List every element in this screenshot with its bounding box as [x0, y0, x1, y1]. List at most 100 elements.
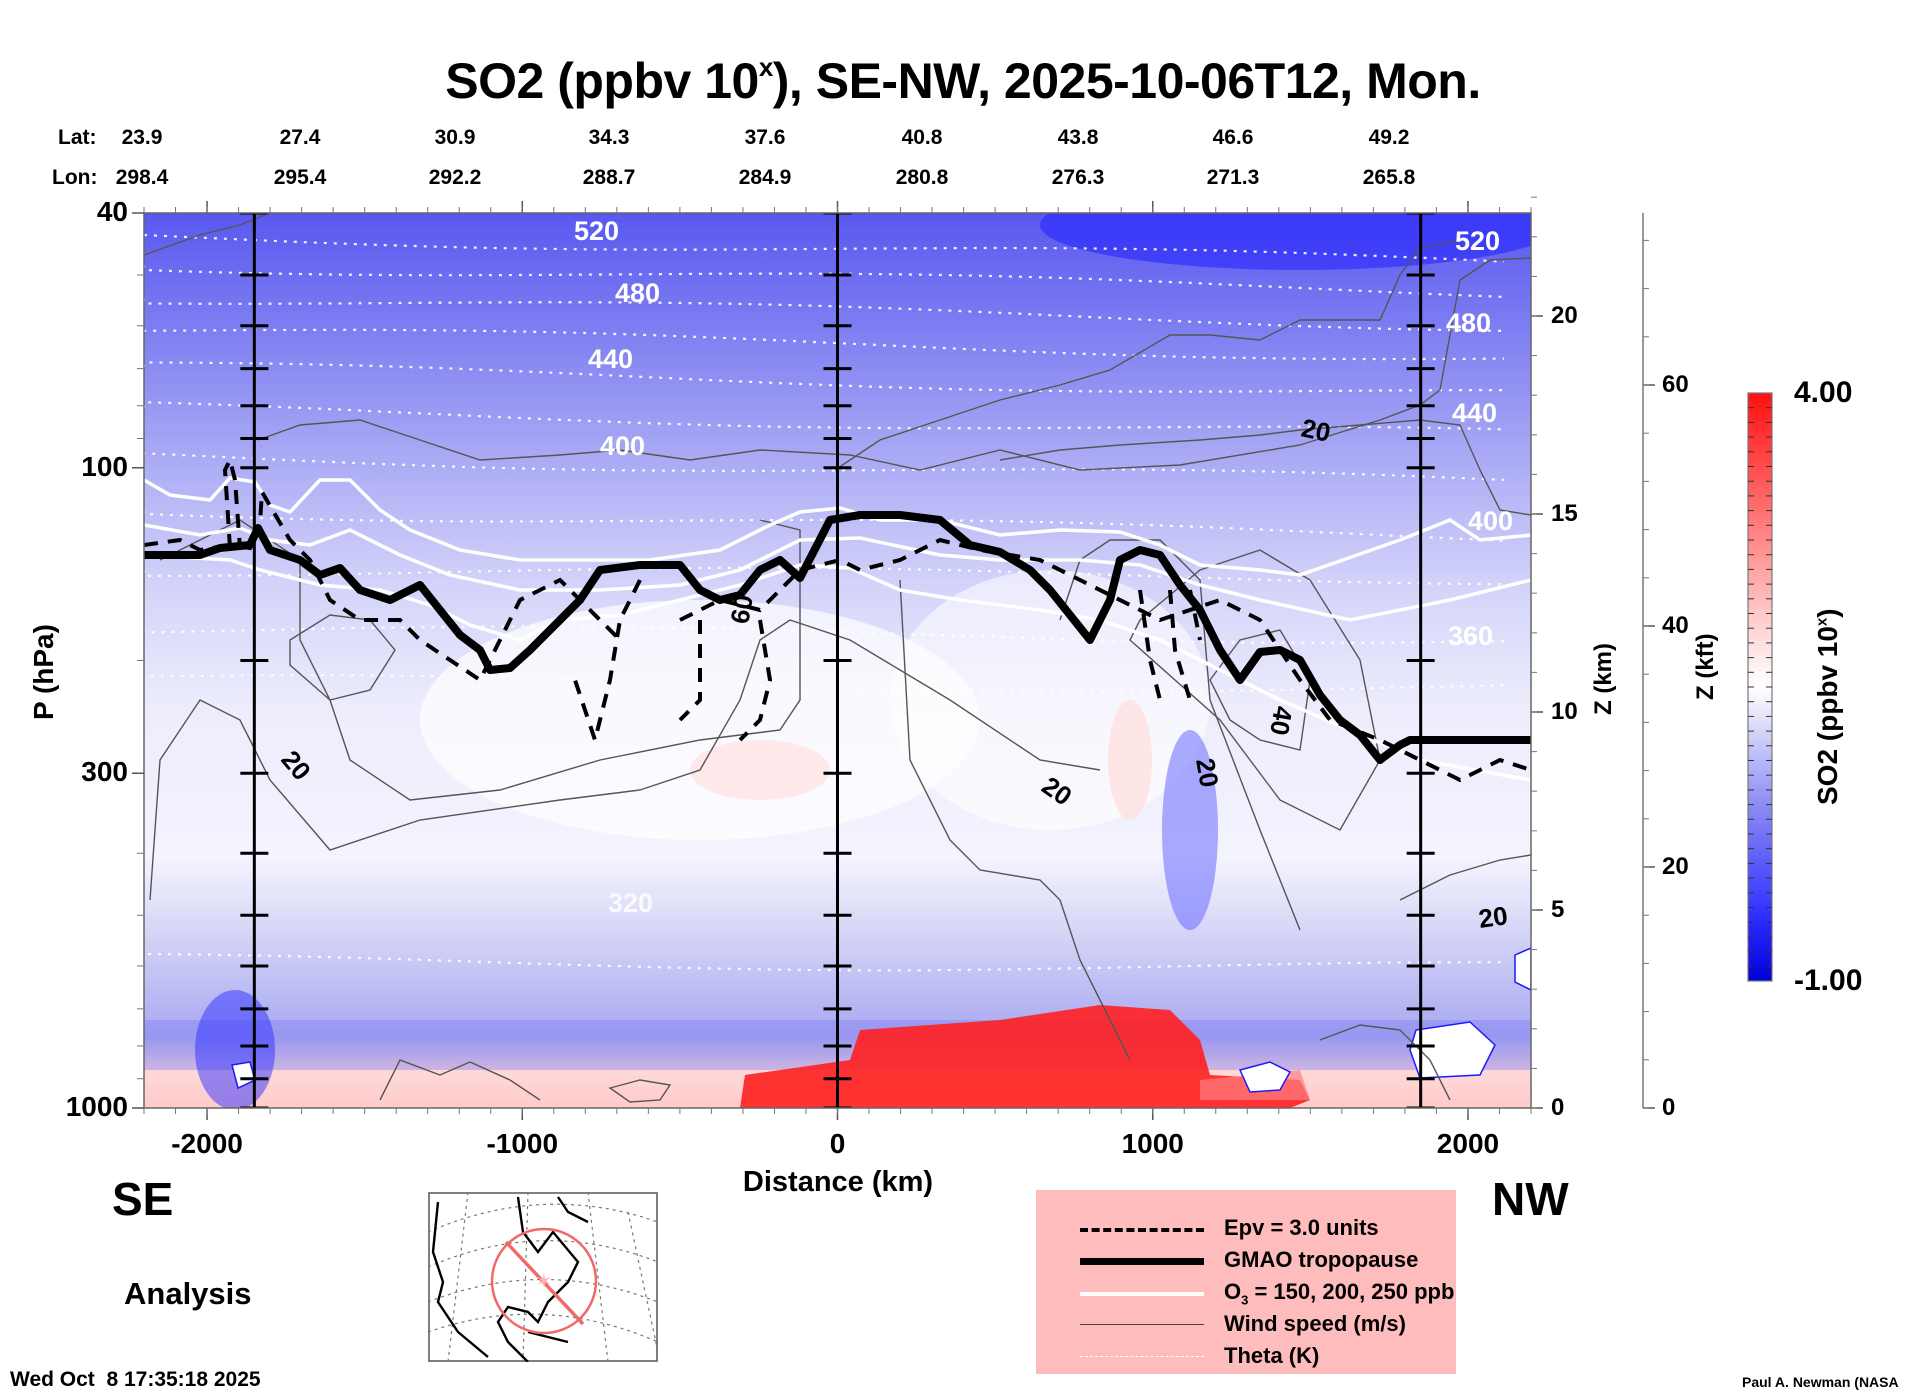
timestamp: Wed Oct 8 17:35:18 2025	[10, 1368, 261, 1391]
credit-label: Paul A. Newman (NASA	[1742, 1374, 1899, 1390]
theta-contour-320	[144, 674, 1505, 693]
wind-speed-contour	[144, 214, 266, 256]
x-tick-label: 1000	[1121, 1128, 1184, 1159]
zkm-tick-label: 5	[1551, 896, 1565, 923]
theta-contour-500	[144, 265, 1505, 298]
map-range-circle	[490, 1227, 598, 1335]
lat-value: 49.2	[1368, 126, 1410, 149]
legend-item-tropopause: GMAO tropopause	[1036, 1244, 1456, 1278]
lat-value: 23.9	[121, 126, 163, 149]
theta-contour-400	[144, 452, 1505, 481]
epv-contour	[679, 537, 1531, 783]
x-tick-label: -2000	[171, 1128, 243, 1159]
colorbar-title: SO2 (ppbv 10x)	[1812, 608, 1843, 805]
legend-item-theta: Theta (K)	[1036, 1340, 1456, 1374]
theta-contour-340	[144, 625, 1505, 644]
theta-contour-label: 440	[588, 344, 633, 374]
zkft-tick-label: 0	[1662, 1094, 1676, 1121]
theta-contour-420	[144, 401, 1505, 431]
lon-value: 284.9	[738, 166, 792, 189]
axis-ticks	[132, 196, 1655, 1120]
lat-value: 43.8	[1057, 126, 1099, 149]
wind-speed-contour	[608, 1079, 672, 1103]
wind-speed-contour	[1399, 854, 1531, 901]
theta-contour-label: 400	[600, 431, 645, 461]
map-coastlines	[431, 1196, 589, 1362]
legend-label: Epv = 3.0 units	[1224, 1215, 1379, 1240]
lon-label: Lon:	[52, 166, 98, 189]
theta-contour-520	[144, 233, 1505, 263]
white-line-icon	[1080, 1292, 1204, 1296]
so2-low-region	[1040, 213, 1531, 270]
x-tick-label: -1000	[486, 1128, 559, 1159]
wind-speed-contour	[149, 619, 1101, 901]
x-tick-label: 0	[829, 1128, 846, 1159]
theta-contour-label: 360	[1448, 621, 1493, 651]
y-tick-label: 100	[81, 450, 128, 482]
theta-contours	[144, 233, 1505, 972]
y-axis-title: P (hPa)	[28, 624, 59, 720]
legend-label: Wind speed (m/s)	[1224, 1311, 1406, 1336]
masked-region	[1238, 1061, 1292, 1093]
theta-contour-label: 480	[1446, 308, 1491, 338]
zkft-tick-label: 20	[1662, 853, 1689, 880]
tropopause-line	[144, 511, 1531, 764]
lat-label: Lat:	[58, 126, 97, 149]
wind-speed-contour	[834, 239, 1461, 471]
legend-item-epv: Epv = 3.0 units	[1036, 1212, 1456, 1246]
map-center-star-icon: ✶	[536, 1271, 553, 1293]
wind-contour-label: 60	[724, 592, 759, 626]
dashed-line-icon	[1080, 1228, 1204, 1232]
theta-contour-label: 520	[1455, 226, 1500, 256]
direction-right: NW	[1492, 1173, 1569, 1225]
y-tick-label: 300	[81, 756, 128, 788]
theta-contour-480	[144, 298, 1505, 332]
wind-speed-contour	[257, 257, 1531, 471]
zkm-tick-label: 15	[1551, 500, 1578, 527]
lat-value: 37.6	[744, 126, 786, 149]
lon-value: 298.4	[115, 166, 169, 189]
y-tick-label: 1000	[65, 1091, 128, 1122]
lon-value: 265.8	[1362, 166, 1416, 189]
epv-contour	[222, 454, 242, 549]
theta-contour-label: 440	[1452, 398, 1497, 428]
z-kft-axis-title: Z (kft)	[1692, 633, 1719, 700]
lat-value: 46.6	[1212, 126, 1254, 149]
lat-value: 30.9	[434, 126, 476, 149]
analysis-label: Analysis	[124, 1276, 252, 1311]
map-graticule	[428, 1192, 658, 1362]
wind-speed-contour	[379, 1059, 541, 1101]
y-tick-label: 40	[96, 196, 128, 227]
ozone-contour	[144, 523, 1531, 622]
theta-contour-label: 520	[574, 216, 619, 246]
wind-contour-label: 20	[1190, 756, 1225, 790]
theta-contour-label: 320	[608, 888, 653, 918]
map-inset: ✶	[428, 1192, 658, 1362]
theta-contour-440	[144, 361, 1504, 393]
lon-value: 280.8	[895, 166, 949, 189]
zkm-tick-label: 20	[1551, 302, 1578, 329]
chart-title: SO2 (ppbv 10x), SE-NW, 2025-10-06T12, Mo…	[445, 52, 1481, 109]
wind-contour-label: 40	[1264, 704, 1299, 738]
theta-contour-360	[144, 566, 1505, 586]
direction-left: SE	[112, 1173, 174, 1225]
lon-value: 271.3	[1206, 166, 1260, 189]
so2-faint-high	[1108, 700, 1152, 820]
wind-speed-contour	[289, 614, 396, 701]
colorbar-min-label: -1.00	[1794, 964, 1863, 997]
so2-faint-high	[690, 740, 830, 800]
lat-value: 27.4	[279, 126, 321, 149]
tropopause-path	[144, 511, 1531, 764]
legend: Epv = 3.0 units GMAO tropopause O3 = 150…	[1036, 1190, 1456, 1374]
zkft-tick-label: 60	[1662, 371, 1689, 398]
wind-contour-label: 20	[1477, 900, 1510, 934]
wind-speed-contour	[1209, 629, 1311, 751]
z-km-axis-title: Z (km)	[1590, 643, 1617, 715]
legend-label: Theta (K)	[1224, 1343, 1320, 1368]
x-axis-title: Distance (km)	[742, 1166, 934, 1198]
dotted-line-icon	[1080, 1356, 1204, 1357]
epv-contour	[1168, 589, 1192, 701]
lon-value: 295.4	[273, 166, 327, 189]
theta-contour-label: 480	[615, 278, 660, 308]
